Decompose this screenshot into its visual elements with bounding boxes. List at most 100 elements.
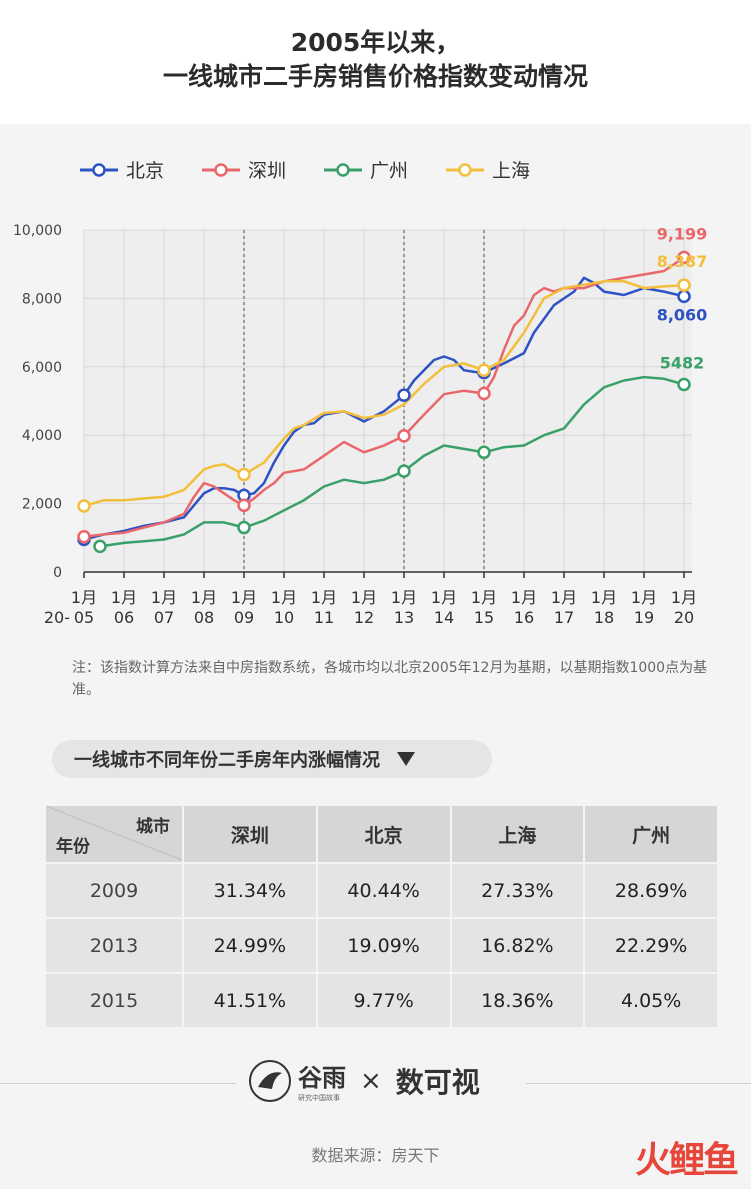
footer-divider-left — [0, 1083, 236, 1084]
corner-diagonal — [46, 806, 182, 860]
legend-marker-icon — [446, 162, 485, 177]
legend-marker-icon — [80, 162, 118, 177]
footer-logos: 谷雨 研究中国故事 × 数可视 — [248, 1058, 480, 1103]
chart-title-line1: 2005年以来， — [290, 28, 461, 57]
legend-label: 上海 — [492, 160, 531, 182]
table-cell: 18.36% — [449, 972, 586, 1029]
x-axis-prefix: 20- — [44, 608, 70, 627]
data-point-marker — [397, 464, 411, 478]
series-line — [99, 375, 685, 548]
x-tick-label-year: 06 — [114, 608, 134, 627]
table-corner: 城市 年份 — [44, 804, 184, 864]
data-point-marker — [677, 377, 691, 392]
corner-year-label: 年份 — [56, 837, 90, 857]
legend-label: 北京 — [126, 160, 165, 182]
legend-item: 北京 — [80, 156, 164, 183]
legend-marker-icon — [324, 162, 363, 177]
data-point-marker — [477, 363, 491, 377]
x-tick-label-month: 1月 — [71, 588, 97, 607]
x-tick-label-month: 1月 — [591, 588, 617, 607]
table-row-year: 2009 — [44, 862, 184, 919]
data-point-marker — [397, 388, 411, 402]
data-point-marker — [237, 520, 251, 535]
guyu-wordmark: 谷雨 研究中国故事 — [298, 1058, 346, 1103]
table-cell: 27.33% — [449, 862, 586, 919]
data-point-marker — [237, 467, 251, 482]
x-tick-label-year: 18 — [594, 608, 614, 627]
x-tick-label-month: 1月 — [191, 588, 217, 607]
watermark-logo: 火鲤鱼 — [634, 1140, 739, 1181]
table-cell: 28.69% — [583, 862, 719, 919]
table-cell: 22.29% — [583, 917, 719, 974]
series-line — [83, 280, 685, 508]
x-tick-label-year: 05 — [74, 608, 94, 627]
end-value-label: 8,387 — [657, 252, 708, 271]
table-row-year: 2013 — [44, 917, 184, 974]
legend-label: 广州 — [370, 160, 409, 182]
x-tick-label-year: 08 — [194, 608, 214, 627]
data-source: 数据来源：房天下 — [311, 1146, 440, 1165]
table-header-city: 广州 — [583, 804, 719, 864]
table-header-city: 上海 — [449, 804, 586, 864]
table-cell: 9.77% — [315, 972, 452, 1029]
legend-item: 广州 — [324, 156, 408, 183]
x-tick-label-month: 1月 — [311, 588, 337, 607]
table-row: 2015 41.51% 9.77% 18.36% 4.05% — [44, 972, 719, 1029]
x-tick-label-year: 10 — [274, 608, 294, 627]
data-point-marker — [93, 539, 107, 554]
data-point-marker — [477, 386, 491, 401]
data-point-marker — [677, 250, 691, 265]
table-row-year: 2015 — [44, 972, 184, 1029]
footer-divider-right — [526, 1083, 751, 1084]
legend-item: 深圳 — [202, 156, 286, 183]
table-cell: 41.51% — [182, 972, 318, 1029]
legend: 北京 深圳 广州 上海 — [80, 156, 568, 183]
x-tick-label-month: 1月 — [551, 588, 577, 607]
table-cell: 16.82% — [449, 917, 586, 974]
y-tick-label: 0 — [53, 565, 62, 581]
x-tick-label-month: 1月 — [111, 588, 137, 607]
x-tick-label-year: 19 — [634, 608, 654, 627]
y-tick-label: 8,000 — [22, 291, 62, 307]
x-tick-label-month: 1月 — [231, 588, 257, 607]
x-tick-label-month: 1月 — [671, 588, 697, 607]
table-cell: 4.05% — [583, 972, 719, 1029]
header: 2005年以来， 一线城市二手房销售价格指数变动情况 — [0, 0, 751, 124]
table-cell: 24.99% — [182, 917, 318, 974]
table-row: 2013 24.99% 19.09% 16.82% 22.29% — [44, 917, 719, 974]
table-row: 2009 31.34% 40.44% 27.33% 28.69% — [44, 862, 719, 919]
y-tick-label: 4,000 — [22, 428, 62, 444]
end-value-label: 8,060 — [657, 305, 708, 324]
x-tick-label-month: 1月 — [431, 588, 457, 607]
table-cell: 40.44% — [315, 862, 452, 919]
corner-city-label: 城市 — [136, 817, 170, 837]
x-tick-label-month: 1月 — [351, 588, 377, 607]
data-point-marker — [397, 429, 411, 443]
data-point-marker — [677, 278, 691, 292]
guyu-brand-text: 谷雨 — [298, 1064, 346, 1092]
x-tick-label-month: 1月 — [511, 588, 537, 607]
table-header-city: 深圳 — [182, 804, 318, 864]
x-tick-label-year: 17 — [554, 608, 574, 627]
data-point-marker — [677, 289, 691, 304]
table-cell: 19.09% — [315, 917, 452, 974]
chart-title-line2: 一线城市二手房销售价格指数变动情况 — [162, 62, 588, 91]
line-chart: 02,0004,0006,0008,00010,0001月051月061月071… — [13, 223, 708, 627]
table-cell: 31.34% — [182, 862, 318, 919]
x-tick-label-year: 09 — [234, 608, 254, 627]
x-tick-label-year: 15 — [474, 608, 494, 627]
x-tick-label-month: 1月 — [271, 588, 297, 607]
x-tick-label-year: 20 — [674, 608, 694, 627]
data-point-marker — [77, 499, 91, 513]
y-tick-label: 6,000 — [22, 360, 62, 376]
end-value-label: 9,199 — [657, 224, 708, 243]
table-header-city: 北京 — [315, 804, 452, 864]
y-tick-label: 10,000 — [13, 223, 62, 239]
partner-logo-text: 数可视 — [395, 1065, 480, 1099]
x-tick-label-year: 14 — [434, 608, 454, 627]
times-symbol: × — [360, 1065, 382, 1096]
section-title-pill: 一线城市不同年份二手房年内涨幅情况 — [52, 740, 492, 778]
guyu-bird-logo-icon — [249, 1059, 291, 1102]
x-tick-label-year: 11 — [314, 608, 334, 627]
x-tick-label-year: 12 — [354, 608, 374, 627]
